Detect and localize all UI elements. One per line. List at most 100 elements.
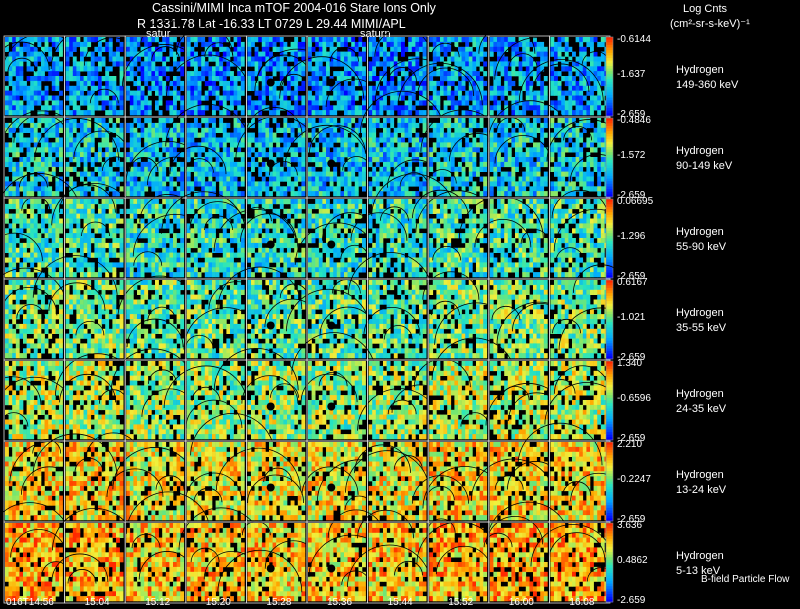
heatmap-cell [124,491,211,604]
heatmap-cell [0,267,68,361]
units-line1: Log Cnts [683,3,728,15]
heatmap-cell [110,348,199,442]
colorbar-mid-label: -1.021 [617,311,646,323]
heatmap-cell [294,197,380,280]
heatmap-cell [422,271,520,361]
energy-label: 149-360 keV [676,78,739,91]
species-label: Hydrogen [676,468,724,481]
colorbar-mid-label: 0.4862 [617,554,648,566]
heatmap-cell [345,440,430,523]
time-tick-label: 15:36 [327,597,353,608]
energy-label: 35-55 keV [676,321,727,334]
species-label: Hydrogen [676,225,724,238]
heatmap-cell [483,501,571,604]
heatmap-cell [183,278,269,361]
heatmap-cell [549,189,639,280]
colorbar [605,36,614,117]
heatmap-cell [301,440,402,523]
heatmap-cell [0,173,82,280]
heatmap-cell [0,32,87,118]
heatmap-cell [470,440,564,523]
heatmap-cell [458,196,550,280]
colorbar-min-label: -2.659 [617,352,646,363]
heatmap-cell [0,359,78,442]
heatmap-cell [51,183,137,280]
energy-label: 13-24 keV [676,483,727,496]
time-tick-label: 15:44 [387,597,413,608]
time-tick-label: 15:04 [84,597,110,608]
heatmap-cell [487,100,573,199]
heatmap-cell [546,116,632,199]
heatmap-cell [50,26,141,118]
species-label: Hydrogen [676,63,724,76]
heatmap-cell [163,359,249,442]
colorbar-mid-label: -1.572 [617,149,646,161]
heatmap-cell [488,278,582,361]
colorbar-mid-label: -1.637 [617,68,646,80]
heatmap-cell [124,194,218,280]
colorbar-max-label: -0.6144 [617,34,651,45]
heatmap-cell [217,520,322,604]
heatmap-cell [245,35,340,118]
colorbar-min-label: -2.659 [617,433,646,444]
time-tick-label: 15:28 [266,597,292,608]
heatmap-cell [412,440,508,523]
heatmap-cell [367,28,460,118]
heatmap-cell [51,508,137,604]
time-tick-label: 016T14:56 [6,597,54,608]
heatmap-cell [279,35,383,118]
colorbar [605,522,614,603]
heatmap-cell [165,104,251,199]
time-tick-label: 15:52 [448,597,474,608]
colorbar-max-label: 1.340 [617,358,643,369]
colorbar-min-label: -2.659 [617,109,646,120]
heatmap-cell [217,266,322,361]
ephemeris-line: R 1331.78 Lat -16.33 LT 0729 L 29.44 MIM… [137,17,406,31]
colorbar-mid-label: -0.2247 [617,473,651,485]
species-label: Hydrogen [676,549,724,562]
colorbar [605,279,614,360]
colorbar-mid-label: -0.6596 [617,392,651,404]
colorbar-min-label: -2.659 [617,514,646,525]
units-line2: (cm²-sr-s-keV)⁻¹ [670,18,750,30]
time-tick-label: 16:00 [508,597,534,608]
colorbar [605,441,614,522]
heatmap-cell [359,90,445,199]
time-tick-label: 16:08 [569,597,595,608]
heatmap-cell [0,502,73,604]
heatmap-cell [485,359,571,442]
plot-title: Cassini/MIMI Inca mTOF 2004-016 Stare Io… [152,1,436,15]
heatmap-cell [397,35,490,118]
species-label: Hydrogen [676,306,724,319]
colorbar-min-label: -2.659 [617,595,646,606]
legend-text: B-field Particle Flow [701,574,790,585]
heatmap-cell [350,173,457,280]
colorbar [605,360,614,441]
heatmap-cell [412,189,501,280]
heatmap-cell [286,278,377,361]
heatmap-cell [420,109,506,199]
species-label: Hydrogen [676,144,724,157]
heatmap-cell [34,116,131,199]
heatmap-cell [549,264,644,361]
heatmap-cell [166,26,251,118]
heatmap-cell [3,439,95,523]
heatmap-cell [347,509,432,604]
heatmap-cell [55,353,140,442]
colorbar-mid-label: -1.296 [617,230,646,242]
heatmap-cell [291,332,377,442]
species-label: Hydrogen [676,387,724,400]
colorbar-max-label: -0.4846 [617,115,651,126]
heatmap-cell [178,507,264,604]
colorbar-max-label: 0.6167 [617,277,648,288]
colorbar [605,117,614,198]
heatmap-cell [32,255,126,361]
colorbar-max-label: 0.06695 [617,196,654,207]
time-tick-label: 15:20 [205,597,231,608]
colorbar-max-label: 2.210 [617,439,643,450]
colorbar-min-label: -2.659 [617,271,646,282]
heatmap-cell [347,252,433,361]
heatmap-cell [213,197,308,280]
time-tick-label: 15:12 [145,597,171,608]
